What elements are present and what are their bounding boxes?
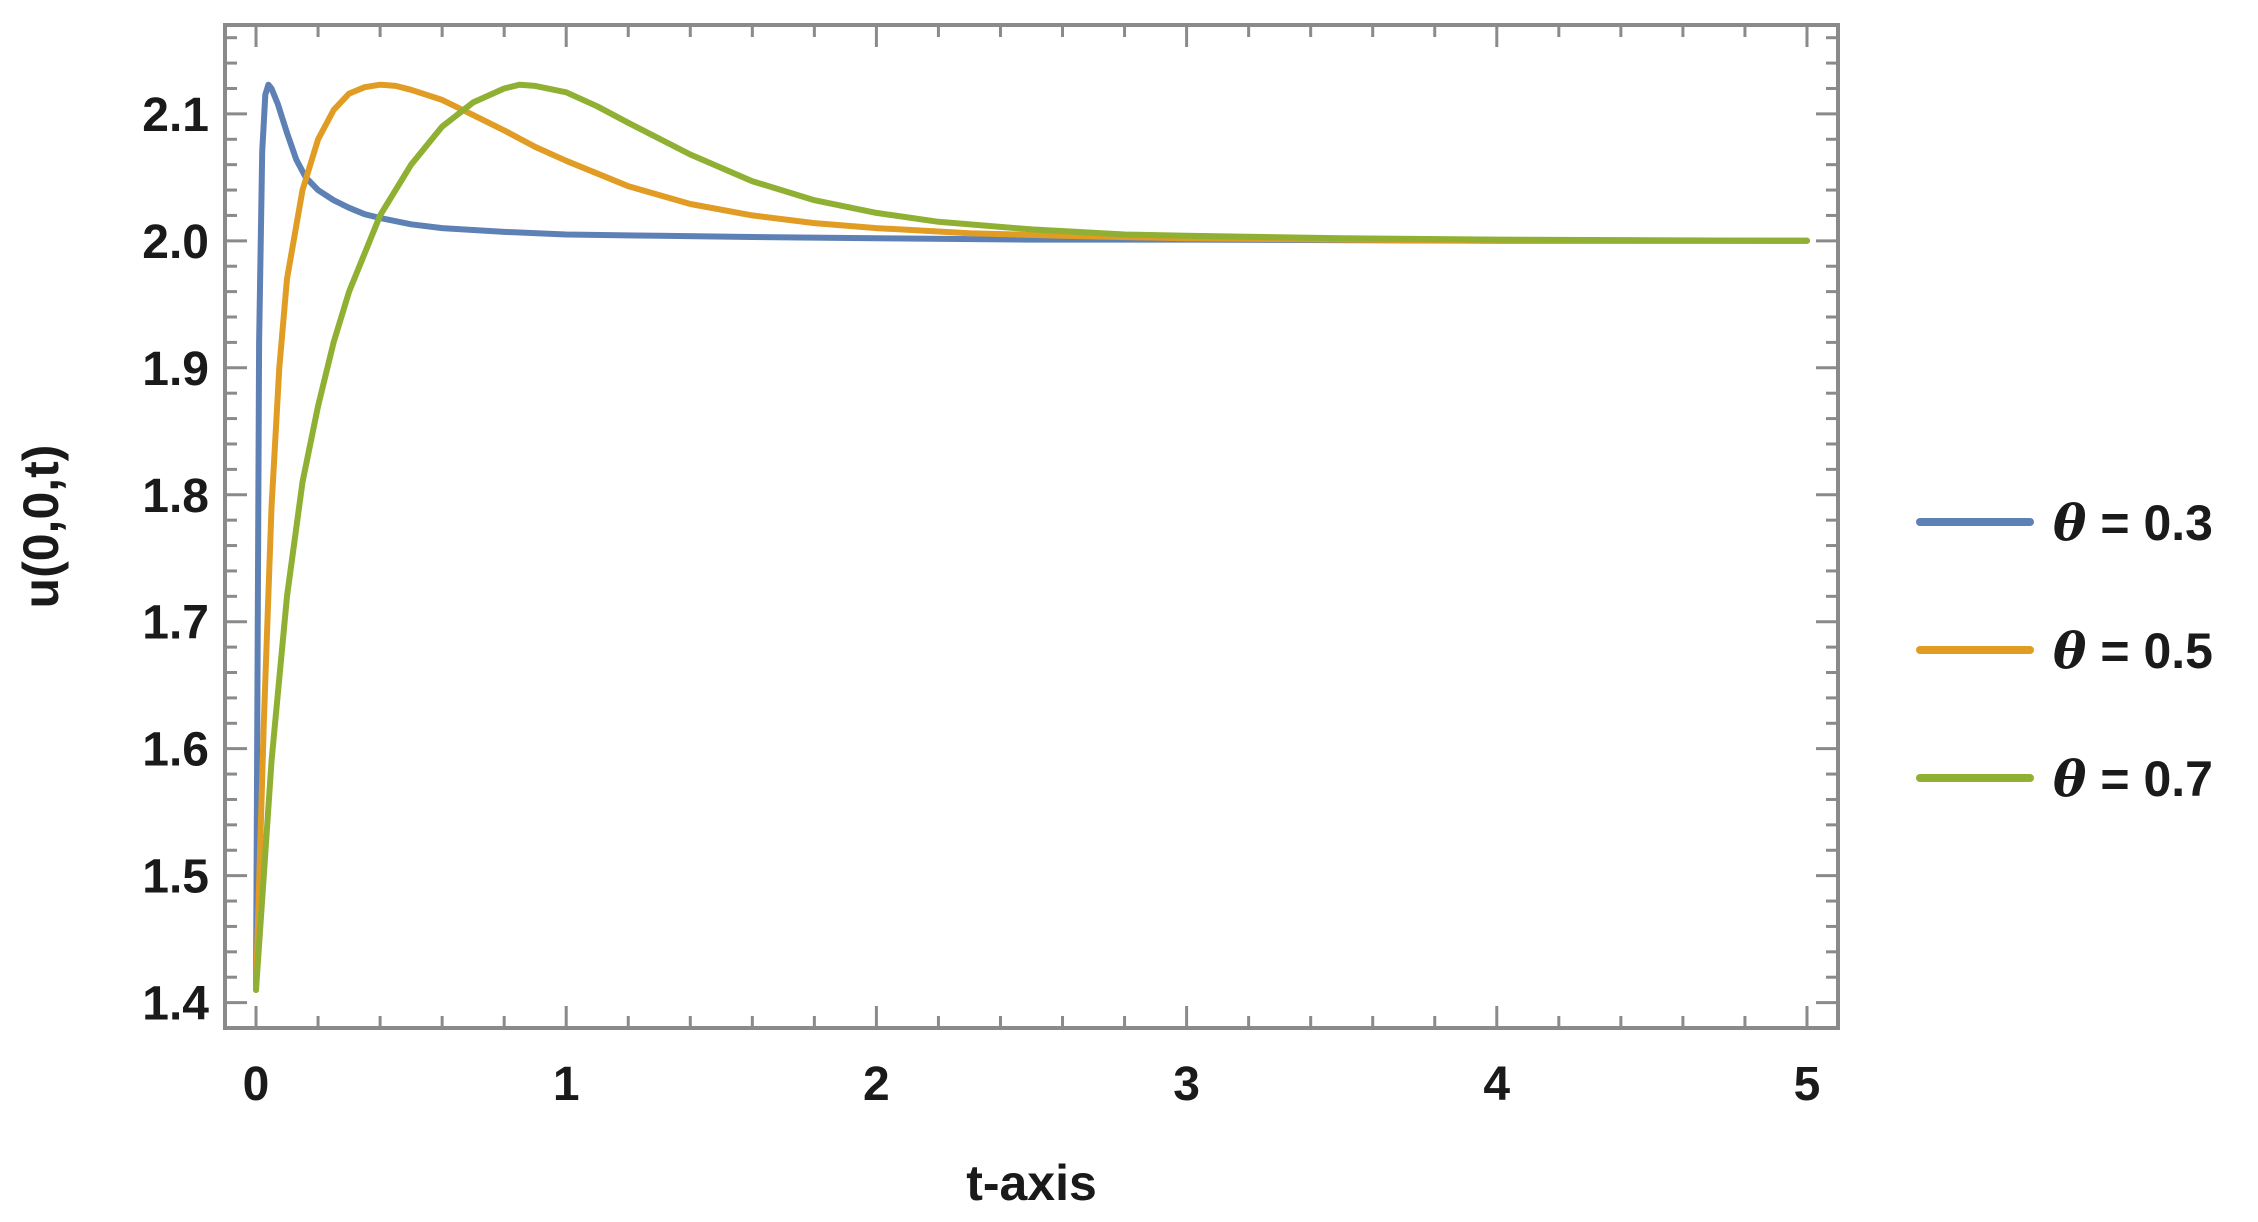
legend-theta-symbol: θ xyxy=(2053,621,2087,680)
legend-theta-symbol: θ xyxy=(2053,493,2087,552)
legend-value: = 0.5 xyxy=(2100,623,2213,679)
series-line-2 xyxy=(253,81,1810,993)
x-axis-ticks xyxy=(254,25,1809,1028)
x-tick-label: 2 xyxy=(863,1058,890,1111)
y-tick-label: 1.9 xyxy=(142,343,209,396)
series-lines xyxy=(253,81,1810,993)
x-axis-label: t-axis xyxy=(966,1155,1097,1211)
series-line-1 xyxy=(253,81,1810,993)
legend-label: θ = 0.3 xyxy=(2053,493,2213,552)
x-tick-label: 1 xyxy=(553,1058,580,1111)
legend-label: θ = 0.7 xyxy=(2053,749,2213,808)
legend-item-1: θ = 0.3 xyxy=(1916,493,2213,552)
legend-value: = 0.3 xyxy=(2100,495,2213,551)
legend-value: = 0.7 xyxy=(2100,751,2213,807)
y-tick-label: 1.4 xyxy=(142,978,209,1031)
y-tick-label: 1.5 xyxy=(142,851,209,904)
legend-label: θ = 0.5 xyxy=(2053,621,2213,680)
y-axis-label: u(0,0,t) xyxy=(13,445,69,609)
plot-frame xyxy=(223,23,1840,1030)
legend: θ = 0.3θ = 0.5θ = 0.7 xyxy=(1916,493,2213,808)
y-tick-label: 1.8 xyxy=(142,470,209,523)
x-axis-tick-labels: 0 1 2 3 4 5 xyxy=(243,1058,1821,1111)
x-tick-label: 4 xyxy=(1483,1058,1510,1111)
y-tick-label: 2.0 xyxy=(142,216,209,269)
y-tick-label: 1.6 xyxy=(142,724,209,777)
y-tick-label: 2.1 xyxy=(142,89,209,142)
plot-area xyxy=(223,23,1840,1030)
y-axis-tick-labels: 1.4 1.5 1.6 1.7 1.8 1.9 2.0 2.1 xyxy=(142,89,209,1031)
legend-theta-symbol: θ xyxy=(2053,749,2087,808)
y-tick-label: 1.7 xyxy=(142,597,209,650)
x-tick-label: 0 xyxy=(243,1058,270,1111)
legend-item-3: θ = 0.7 xyxy=(1916,749,2213,808)
legend-item-2: θ = 0.5 xyxy=(1916,621,2213,680)
series-line-3 xyxy=(253,81,1810,993)
x-tick-label: 5 xyxy=(1794,1058,1821,1111)
x-tick-label: 3 xyxy=(1173,1058,1200,1111)
y-axis-ticks xyxy=(225,36,1838,1030)
